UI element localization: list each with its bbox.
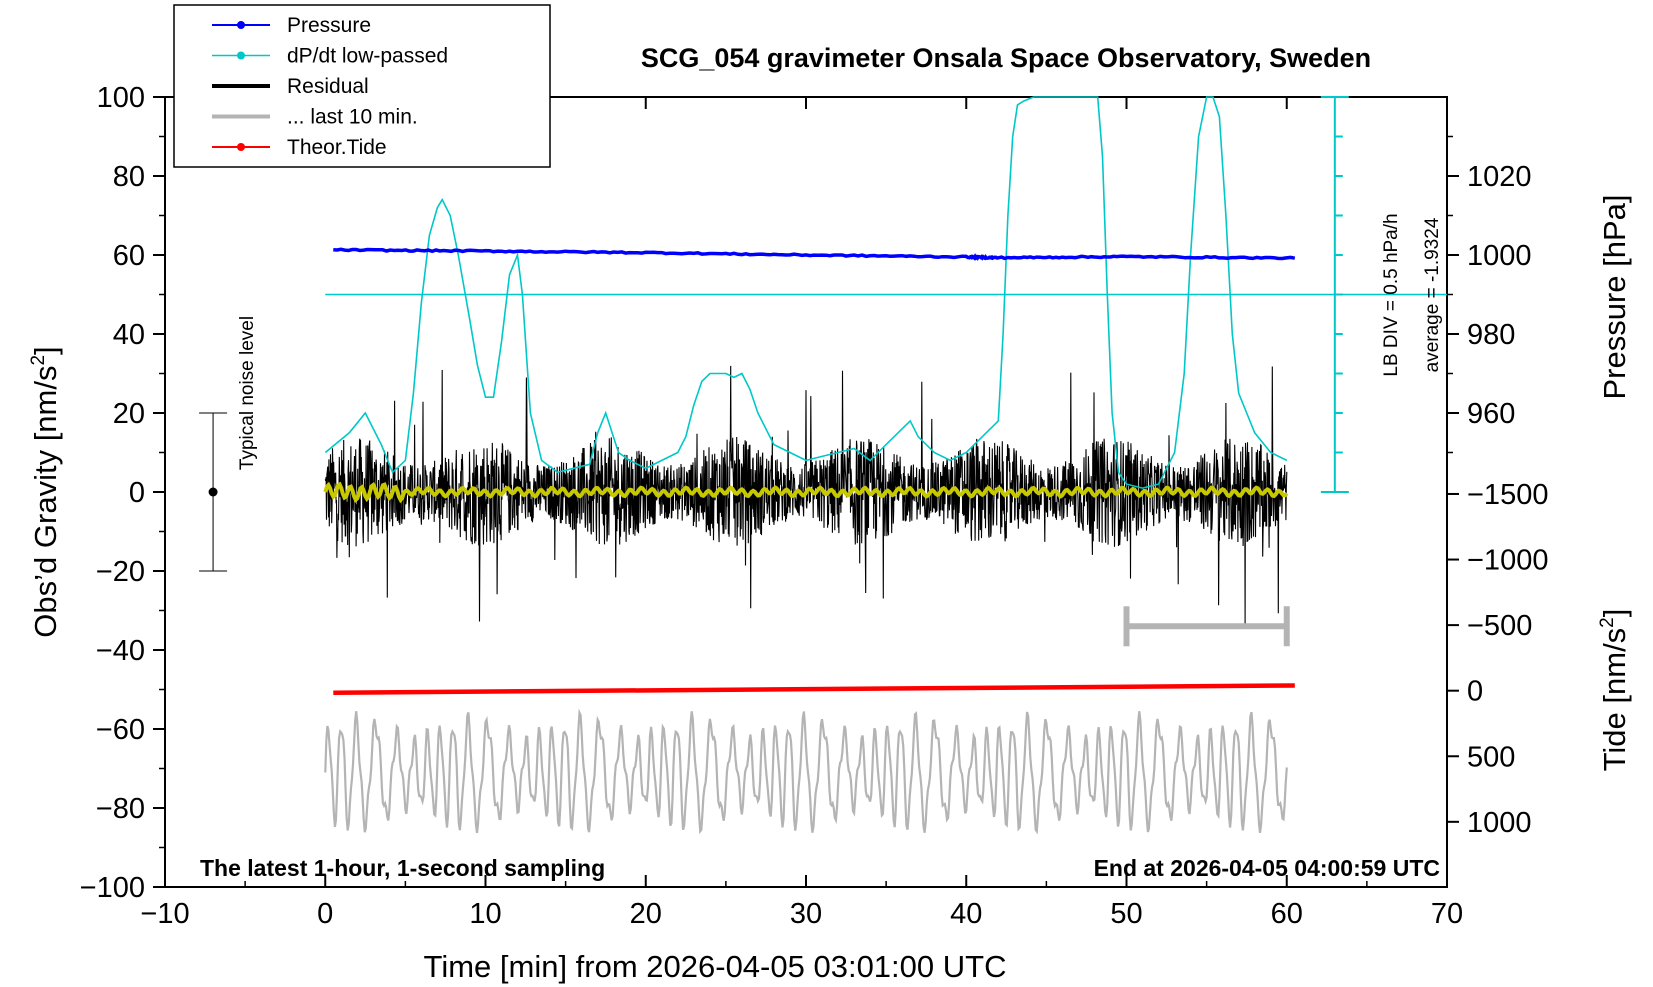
x-tick-label: 20 <box>630 898 662 930</box>
pressure-tick-label: 1000 <box>1467 240 1532 272</box>
pressure-trace <box>333 247 1296 261</box>
y-tick-label: −40 <box>96 635 145 667</box>
legend-marker <box>237 21 245 29</box>
chart-title: SCG_054 gravimeter Onsala Space Observat… <box>641 43 1371 73</box>
noise-level-label: Typical noise level <box>237 316 258 470</box>
y-axis-label-pressure: Pressure [hPa] <box>1597 194 1632 399</box>
axis-ticks: −10 0 10 20 30 40 50 60 70100806040200−20−40−60−… <box>80 82 1549 930</box>
bottom-trace-line <box>324 708 1288 835</box>
pressure-tick-label: 960 <box>1467 398 1515 430</box>
tide-line <box>333 683 1295 695</box>
average-label: average = -1.9324 <box>1422 217 1443 372</box>
smoothed-line <box>323 481 1289 504</box>
y-tick-label: 20 <box>113 398 145 430</box>
legend-label: dP/dt low-passed <box>287 45 448 68</box>
x-tick-label: 60 <box>1271 898 1303 930</box>
dpdt-line <box>324 96 1288 489</box>
residual-trace <box>324 365 1288 624</box>
legend-label: Pressure <box>287 14 371 37</box>
annotation-marks <box>199 96 1349 647</box>
smoothed-residual-trace <box>323 481 1289 504</box>
tide-trace <box>333 683 1295 695</box>
note-right: End at 2026-04-05 04:00:59 UTC <box>1094 855 1440 881</box>
pressure-tick-label: 980 <box>1467 319 1515 351</box>
bottom-gray-trace <box>324 708 1288 835</box>
x-tick-label: 50 <box>1110 898 1142 930</box>
tide-tick-label: −1500 <box>1467 479 1548 511</box>
x-tick-label: −10 <box>140 898 189 930</box>
x-tick-label: 0 <box>317 898 333 930</box>
y-tick-label: −100 <box>80 872 145 904</box>
x-tick-label: 10 <box>469 898 501 930</box>
tide-tick-label: −500 <box>1467 610 1532 642</box>
y-tick-label: −20 <box>96 556 145 588</box>
legend-label: Residual <box>287 75 369 98</box>
legend-label: Theor.Tide <box>287 136 387 159</box>
y-tick-label: 80 <box>113 161 145 193</box>
pressure-tick-label: 1020 <box>1467 161 1532 193</box>
y-tick-label: −80 <box>96 793 145 825</box>
noise-bar-center <box>208 487 218 497</box>
lb-div-label: LB DIV = 0.5 hPa/h <box>1381 213 1402 376</box>
tide-tick-label: 500 <box>1467 741 1515 773</box>
y-tick-label: 0 <box>129 477 145 509</box>
tide-tick-label: 1000 <box>1467 807 1532 839</box>
y-axis-label-gravity: Obs’d Gravity [nm/s2] <box>28 346 63 637</box>
x-axis-label: Time [min] from 2026-04-05 03:01:00 UTC <box>424 949 1007 984</box>
dpdt-trace <box>324 96 1447 489</box>
x-tick-label: 30 <box>790 898 822 930</box>
pressure-line <box>333 247 1296 261</box>
residual-line <box>324 365 1288 624</box>
legend: Pressure dP/dt low-passed Residual ... last… <box>173 4 551 168</box>
tide-tick-label: −1000 <box>1467 545 1548 577</box>
y-tick-label: 40 <box>113 319 145 351</box>
tide-tick-label: 0 <box>1467 676 1483 708</box>
x-tick-label: 70 <box>1431 898 1463 930</box>
y-tick-label: 60 <box>113 240 145 272</box>
legend-marker <box>237 51 245 60</box>
y-axis-label-tide: Tide [nm/s2] <box>1597 609 1632 772</box>
x-tick-label: 40 <box>950 898 982 930</box>
y-tick-label: 100 <box>97 82 145 114</box>
legend-marker <box>237 143 245 151</box>
legend-label: ... last 10 min. <box>287 106 418 129</box>
note-left: The latest 1-hour, 1-second sampling <box>200 855 605 881</box>
y-tick-label: −60 <box>96 714 145 746</box>
